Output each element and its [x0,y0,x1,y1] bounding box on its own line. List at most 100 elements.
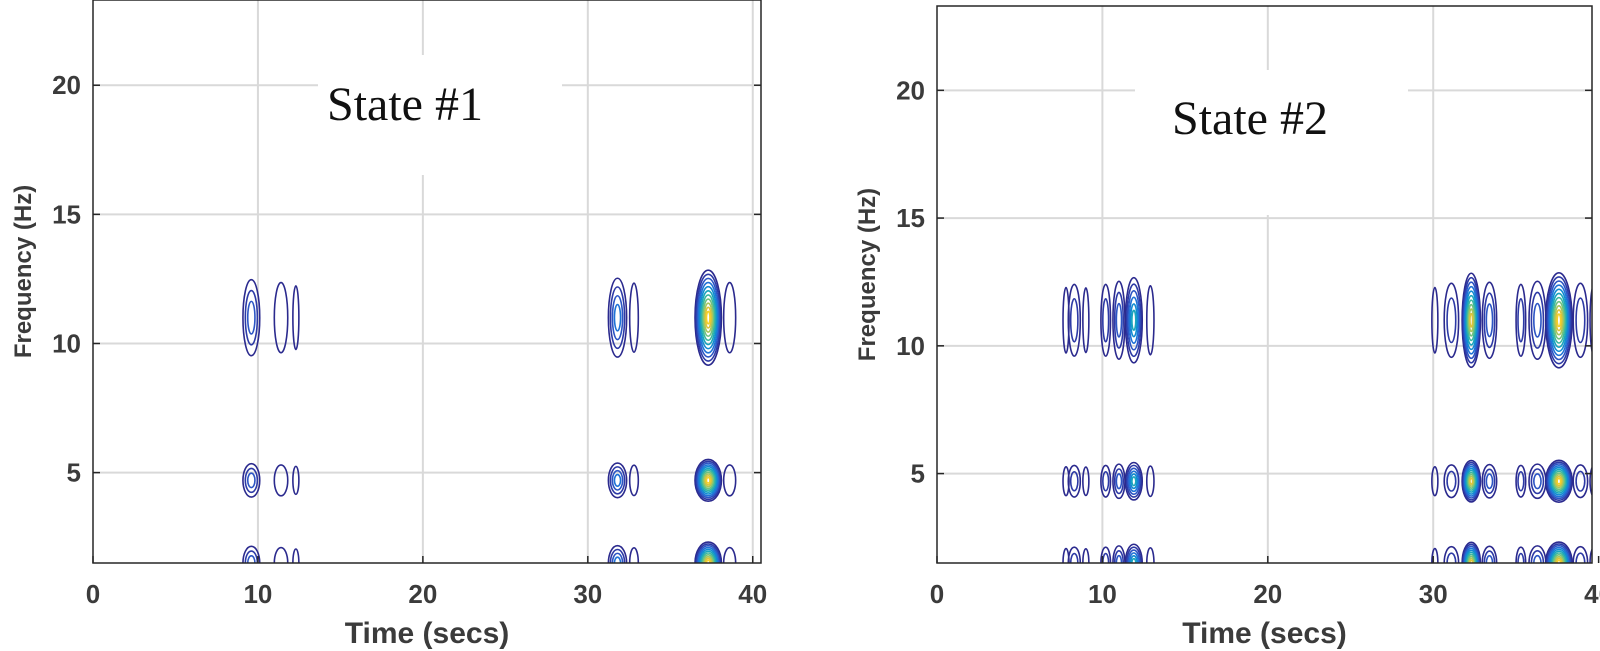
contour-level [694,458,723,503]
contour-level [1548,464,1570,498]
contour-blob-4 [1100,283,1112,563]
contour-level [1551,296,1567,344]
contour-level [1468,308,1475,333]
contour-level [1555,309,1563,332]
contour-level [1446,470,1457,492]
contour-level [1446,297,1457,344]
contour-level [1547,280,1571,361]
contour-level [1556,477,1562,485]
contour-level [1464,549,1478,563]
x-tick-label: 40 [1584,579,1600,609]
contour-level [697,281,719,354]
contour-level [1467,473,1476,489]
x-tick-label: 30 [573,579,602,609]
contour-level [1062,547,1070,563]
contour-level [1113,468,1125,495]
axes-box [92,0,762,564]
contour-level [1431,466,1439,497]
y-tick-label: 10 [896,331,925,361]
contour-level [1555,475,1563,487]
contour-level [695,273,722,362]
contour-level [1483,292,1496,349]
chart-title: State #2 [1172,92,1328,145]
contour-level [1517,297,1525,343]
contour-level [611,294,624,341]
contour-level [1443,464,1460,499]
y-tick-label: 20 [52,70,81,100]
contour-blob-16 [1589,286,1592,563]
gridlines [93,0,761,563]
contour-level [1575,297,1586,344]
contour-level [1113,549,1125,563]
contour-level [1082,466,1090,497]
contour-level [1515,464,1527,498]
y-tick-label: 5 [911,459,925,489]
x-tick-label: 20 [1253,579,1282,609]
contour-level [703,555,714,563]
contour-level [704,557,712,563]
contour-level [1575,470,1586,492]
contour-level [1485,555,1494,563]
contour-level [1463,465,1479,497]
contour-level [1547,463,1571,500]
contour-level [1589,286,1592,354]
y-tick-label: 5 [67,458,81,488]
x-tick-label: 20 [408,579,437,609]
contour-level [1481,463,1498,499]
contour-level [1115,473,1123,490]
contour-level [1462,461,1481,501]
contour-level [1552,300,1565,340]
contour-level [1069,297,1079,343]
contour-level [1102,470,1110,492]
contour-level [1466,471,1476,491]
contour-level [1465,469,1477,493]
contour-level [1128,470,1140,493]
contour-blob-7 [1145,284,1155,563]
contour-level [1554,305,1564,336]
contour-level [1468,557,1475,563]
contour-level [699,290,717,346]
contour-level [242,545,261,563]
x-tick-label: 10 [243,579,272,609]
contour-level [1533,473,1542,490]
x-tick-label: 0 [930,579,944,609]
contour-level [1100,464,1112,498]
contour-level [1549,466,1569,496]
contour-level [1528,545,1547,563]
contour-level [1546,461,1572,502]
contour-level [1127,467,1141,496]
contour-level [703,473,714,488]
contour-level [1127,289,1141,351]
y-axis-label: Frequency (Hz) [10,185,37,358]
y-tick-label: 15 [52,199,81,229]
contour-level [1481,281,1498,360]
contour-level [1125,546,1142,563]
contour-level [705,310,711,325]
contour-level [1463,463,1480,499]
contour-level [697,464,719,497]
chart-title: State #1 [327,78,483,131]
contour-level [1463,545,1480,563]
contour-level [1102,552,1110,563]
contour-level [1131,309,1137,331]
contour-blob-14 [1544,271,1573,563]
contour-level [1145,284,1155,356]
contour-level [704,475,712,486]
contour-level [1124,276,1144,364]
contour-level [1102,297,1110,343]
contour-level [246,555,256,563]
contour-level [244,289,259,346]
contour-level [1125,283,1142,358]
contour-level [1082,287,1090,354]
contour-level [1517,470,1525,492]
contour-level [1589,466,1592,497]
contour-level [722,281,737,354]
contour-level [1544,271,1573,369]
contour-level [1466,299,1476,342]
contour-level [1145,547,1155,563]
x-tick-label: 10 [1088,579,1117,609]
contour-level [246,472,256,489]
contour-level [628,547,640,563]
contour-level [1466,553,1476,563]
